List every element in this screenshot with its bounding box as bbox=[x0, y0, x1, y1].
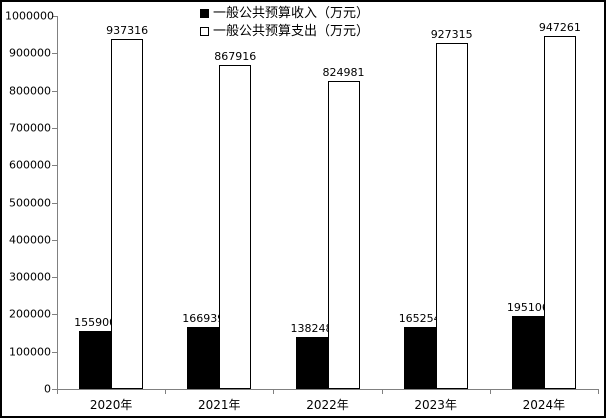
bar-value-label-expenditure: 947261 bbox=[538, 20, 581, 34]
y-axis-tick bbox=[52, 127, 57, 129]
expenditure-swatch-icon bbox=[200, 27, 209, 36]
x-axis-label: 2023年 bbox=[414, 398, 457, 412]
y-tick-label: 100000 bbox=[9, 345, 51, 359]
bar-expenditure bbox=[111, 39, 144, 389]
y-axis-tick bbox=[52, 53, 57, 55]
x-axis-tick bbox=[57, 390, 58, 394]
y-tick-label: 500000 bbox=[9, 196, 51, 209]
bar-income bbox=[511, 316, 544, 389]
bar-value-label-income: 155900 bbox=[74, 315, 117, 329]
bar-value-label-income: 165254 bbox=[398, 312, 441, 326]
legend: 一般公共预算收入（万元） 一般公共预算支出（万元） bbox=[200, 5, 369, 40]
bar-value-label-income: 166939 bbox=[182, 311, 225, 325]
x-axis-label: 2022年 bbox=[306, 398, 349, 412]
y-tick-label: 900000 bbox=[9, 46, 51, 60]
y-tick-label: 300000 bbox=[9, 270, 51, 284]
bar-expenditure bbox=[435, 43, 468, 389]
y-tick-label: 1000000 bbox=[5, 9, 54, 23]
y-axis-tick bbox=[52, 277, 57, 279]
bar-income bbox=[187, 326, 220, 389]
y-axis-tick bbox=[52, 202, 57, 204]
bar-value-label-expenditure: 937316 bbox=[106, 24, 149, 38]
bar-expenditure bbox=[219, 65, 252, 389]
y-tick-label: 200000 bbox=[9, 307, 51, 321]
legend-item-expenditure: 一般公共预算支出（万元） bbox=[200, 23, 369, 40]
x-axis-tick bbox=[598, 390, 599, 394]
bar-expenditure bbox=[543, 35, 576, 389]
y-axis-tick bbox=[52, 90, 57, 92]
bar-income bbox=[79, 330, 112, 389]
bar-value-label-income: 195106 bbox=[506, 301, 549, 315]
bar-value-label-expenditure: 927315 bbox=[430, 28, 473, 42]
legend-label-expenditure: 一般公共预算支出（万元） bbox=[213, 24, 370, 39]
y-axis-tick bbox=[52, 165, 57, 167]
x-axis-line bbox=[57, 389, 599, 390]
bar-expenditure bbox=[327, 81, 360, 389]
bar-value-label-expenditure: 867916 bbox=[214, 50, 257, 64]
y-tick-label: 400000 bbox=[9, 233, 51, 247]
x-axis-tick bbox=[273, 390, 275, 394]
income-swatch-icon bbox=[200, 9, 209, 18]
y-axis-tick bbox=[52, 389, 57, 390]
legend-label-income: 一般公共预算收入（万元） bbox=[213, 6, 370, 21]
y-tick-label: 800000 bbox=[9, 84, 51, 98]
y-axis-tick bbox=[52, 351, 57, 353]
y-axis-line bbox=[57, 16, 58, 390]
y-axis-tick bbox=[52, 239, 57, 241]
bar-income bbox=[295, 337, 328, 389]
y-tick-label: 700000 bbox=[9, 121, 51, 135]
y-tick-label: 0 bbox=[44, 382, 51, 396]
bar-value-label-income: 138248 bbox=[290, 322, 333, 336]
legend-item-income: 一般公共预算收入（万元） bbox=[200, 5, 369, 22]
x-axis-label: 2020年 bbox=[89, 398, 133, 412]
x-axis-tick bbox=[165, 390, 167, 394]
x-axis-label: 2024年 bbox=[522, 398, 566, 412]
y-axis-tick bbox=[52, 314, 57, 316]
y-tick-label: 600000 bbox=[9, 158, 51, 172]
bar-value-label-expenditure: 824981 bbox=[322, 66, 365, 80]
x-axis-tick bbox=[489, 390, 491, 394]
bar-income bbox=[403, 327, 436, 389]
y-axis-tick bbox=[52, 16, 57, 17]
x-axis-tick bbox=[381, 390, 383, 394]
x-axis-label: 2021年 bbox=[198, 398, 241, 412]
